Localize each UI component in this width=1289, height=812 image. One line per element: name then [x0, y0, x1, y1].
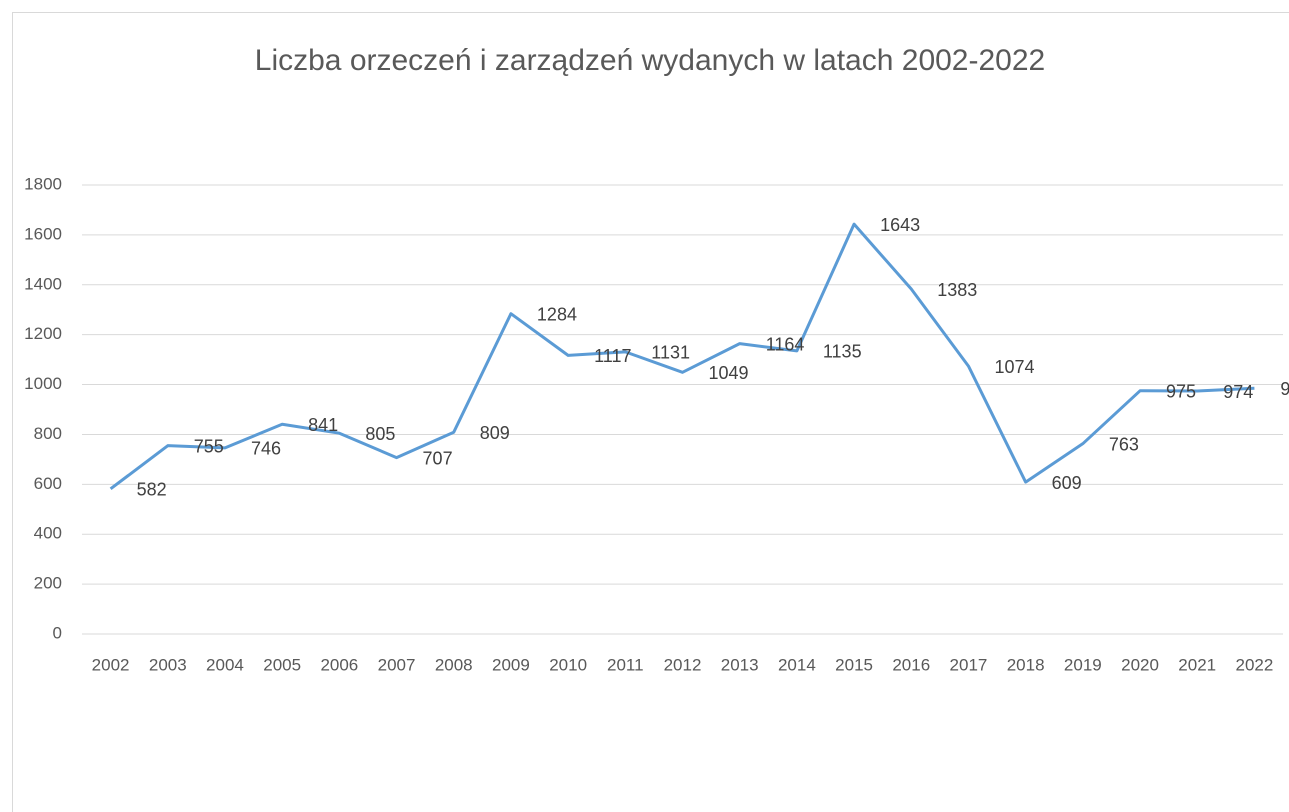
- x-tick-label: 2010: [549, 655, 587, 674]
- x-tick-label: 2019: [1064, 655, 1102, 674]
- x-tick-label: 2005: [263, 655, 301, 674]
- data-label: 1643: [880, 215, 920, 235]
- x-tick-label: 2014: [778, 655, 816, 674]
- x-tick-label: 2007: [378, 655, 416, 674]
- data-label: 1164: [766, 334, 805, 354]
- data-label: 1049: [709, 363, 749, 383]
- y-tick-label: 1400: [24, 274, 62, 293]
- data-label: 1117: [594, 346, 631, 366]
- data-label: 975: [1166, 382, 1196, 402]
- data-label: 746: [251, 439, 281, 459]
- y-tick-label: 400: [34, 524, 62, 543]
- data-label: 707: [423, 448, 453, 468]
- x-tick-label: 2020: [1121, 655, 1159, 674]
- x-tick-label: 2003: [149, 655, 187, 674]
- y-tick-label: 600: [34, 474, 62, 493]
- x-tick-label: 2004: [206, 655, 244, 674]
- data-label: 1131: [651, 343, 690, 363]
- data-label: 1135: [823, 342, 862, 362]
- data-label: 1383: [937, 280, 977, 300]
- x-tick-label: 2008: [435, 655, 473, 674]
- data-label: 805: [365, 424, 395, 444]
- y-tick-label: 1600: [24, 224, 62, 243]
- y-tick-label: 800: [34, 424, 62, 443]
- y-tick-label: 1000: [24, 374, 62, 393]
- x-tick-label: 2016: [892, 655, 930, 674]
- y-tick-label: 1200: [24, 324, 62, 343]
- data-label: 841: [308, 415, 338, 435]
- chart-border: [12, 12, 1289, 812]
- chart-title: Liczba orzeczeń i zarządzeń wydanych w l…: [255, 44, 1045, 77]
- x-tick-label: 2022: [1235, 655, 1273, 674]
- data-label: 609: [1052, 473, 1082, 493]
- data-label: 809: [480, 423, 510, 443]
- y-tick-label: 0: [53, 623, 62, 642]
- line-series: [109, 222, 1255, 491]
- data-label: 1284: [537, 304, 577, 324]
- data-label: 763: [1109, 434, 1139, 454]
- x-tick-label: 2018: [1007, 655, 1045, 674]
- x-tick-label: 2006: [320, 655, 358, 674]
- x-tick-label: 2015: [835, 655, 873, 674]
- y-tick-label: 200: [34, 574, 62, 593]
- data-label: 985: [1280, 379, 1289, 399]
- x-tick-label: 2011: [607, 655, 644, 674]
- y-tick-label: 1800: [24, 174, 62, 193]
- data-label: 974: [1223, 382, 1253, 402]
- data-label: 755: [194, 436, 224, 456]
- x-tick-label: 2017: [950, 655, 988, 674]
- x-tick-label: 2013: [721, 655, 759, 674]
- x-tick-label: 2021: [1178, 655, 1216, 674]
- x-tick-label: 2009: [492, 655, 530, 674]
- x-tick-label: 2012: [664, 655, 702, 674]
- x-tick-label: 2002: [92, 655, 130, 674]
- data-label: 1074: [994, 357, 1034, 377]
- data-label: 582: [137, 480, 167, 500]
